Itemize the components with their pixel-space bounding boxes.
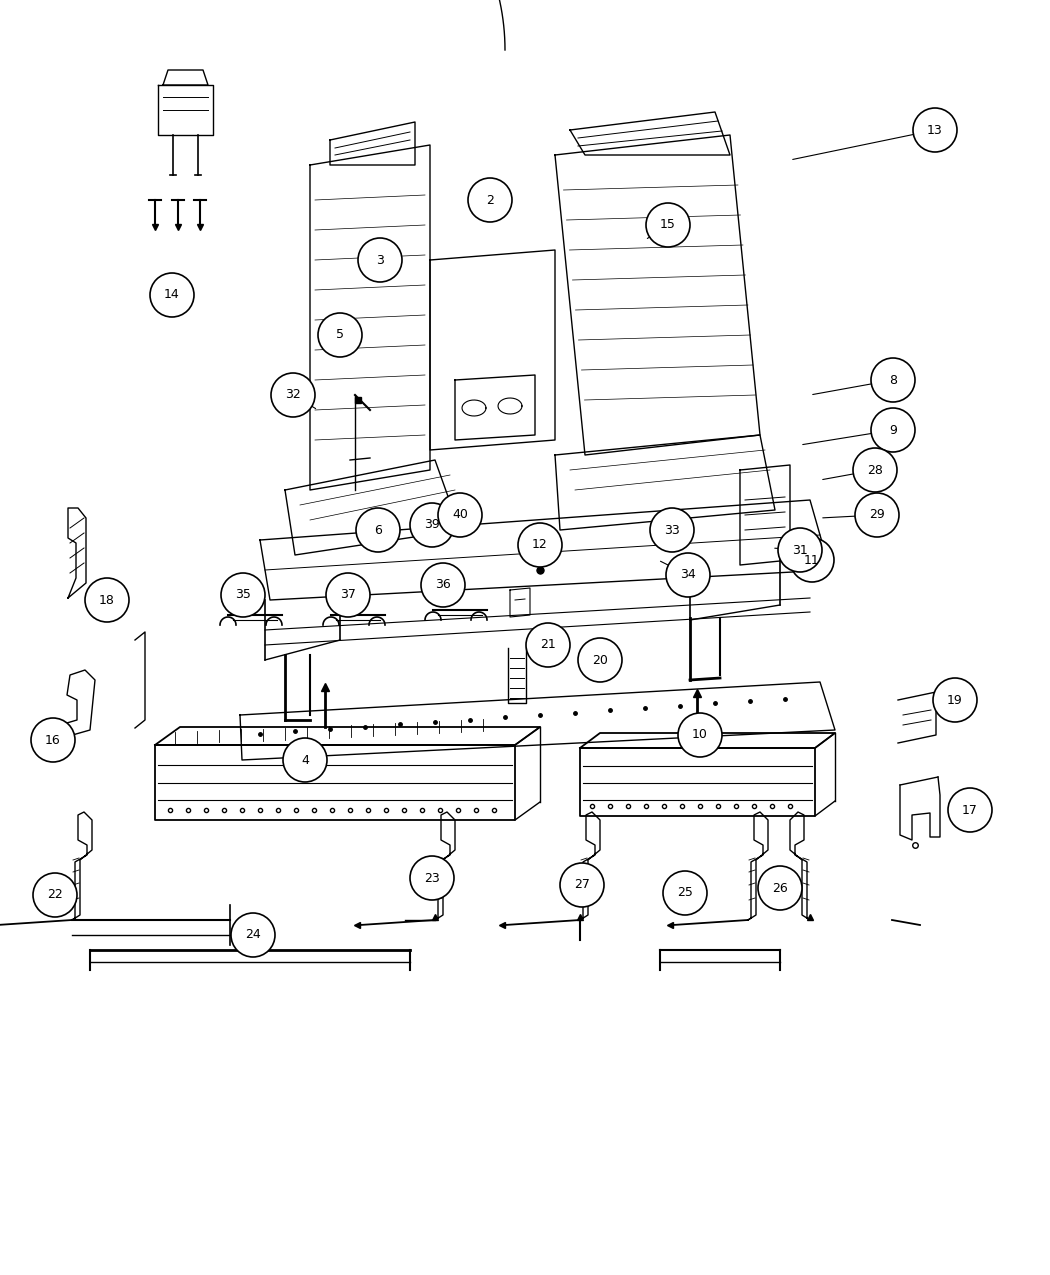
Circle shape [663, 871, 707, 915]
Text: 33: 33 [664, 524, 680, 537]
Text: 26: 26 [772, 881, 788, 895]
Circle shape [855, 493, 899, 537]
Circle shape [578, 638, 622, 682]
Circle shape [150, 273, 194, 317]
Text: 19: 19 [947, 694, 963, 706]
Circle shape [646, 203, 690, 247]
Text: 20: 20 [592, 654, 608, 667]
Text: 9: 9 [889, 423, 897, 436]
Circle shape [326, 572, 370, 617]
Circle shape [410, 504, 454, 547]
Text: 29: 29 [869, 509, 885, 521]
Circle shape [526, 623, 570, 667]
Circle shape [85, 578, 129, 622]
Text: 37: 37 [340, 589, 356, 602]
Circle shape [872, 358, 915, 402]
Text: 6: 6 [374, 524, 382, 537]
Circle shape [666, 553, 710, 597]
Text: 11: 11 [804, 553, 820, 566]
Circle shape [410, 856, 454, 900]
Text: 31: 31 [792, 543, 807, 556]
Circle shape [872, 408, 915, 453]
Text: 28: 28 [867, 464, 883, 477]
Circle shape [356, 507, 400, 552]
Circle shape [778, 528, 822, 572]
Text: 27: 27 [574, 878, 590, 891]
Circle shape [914, 108, 957, 152]
Text: 8: 8 [889, 374, 897, 386]
Circle shape [678, 713, 722, 757]
Text: 4: 4 [301, 754, 309, 766]
Text: 22: 22 [47, 889, 63, 901]
Text: 10: 10 [692, 728, 708, 742]
Circle shape [358, 238, 402, 282]
Text: 3: 3 [376, 254, 384, 266]
Circle shape [758, 866, 802, 910]
Text: 35: 35 [235, 589, 251, 602]
Circle shape [271, 374, 315, 417]
Circle shape [948, 788, 992, 833]
Text: 2: 2 [486, 194, 494, 207]
Text: 17: 17 [962, 803, 978, 816]
Circle shape [33, 873, 77, 917]
Text: 36: 36 [435, 579, 450, 592]
Text: 5: 5 [336, 329, 344, 342]
Text: 15: 15 [660, 218, 676, 232]
Circle shape [650, 507, 694, 552]
Text: 16: 16 [45, 733, 61, 746]
Text: 14: 14 [164, 288, 180, 301]
Text: 32: 32 [286, 389, 301, 402]
Circle shape [220, 572, 265, 617]
Circle shape [318, 312, 362, 357]
Circle shape [790, 538, 834, 581]
Text: 40: 40 [453, 509, 468, 521]
Text: 23: 23 [424, 872, 440, 885]
Circle shape [933, 678, 977, 722]
Circle shape [518, 523, 562, 567]
Circle shape [468, 179, 512, 222]
Text: 18: 18 [99, 593, 114, 607]
Circle shape [231, 913, 275, 958]
Circle shape [421, 564, 465, 607]
Text: 24: 24 [245, 928, 260, 941]
Text: 13: 13 [927, 124, 943, 136]
Text: 34: 34 [680, 569, 696, 581]
Circle shape [853, 448, 897, 492]
Circle shape [560, 863, 604, 907]
Circle shape [438, 493, 482, 537]
Text: 25: 25 [677, 886, 693, 899]
Text: 39: 39 [424, 519, 440, 532]
Circle shape [284, 738, 327, 782]
Circle shape [32, 718, 75, 762]
Text: 21: 21 [540, 639, 555, 652]
Text: 12: 12 [532, 538, 548, 552]
